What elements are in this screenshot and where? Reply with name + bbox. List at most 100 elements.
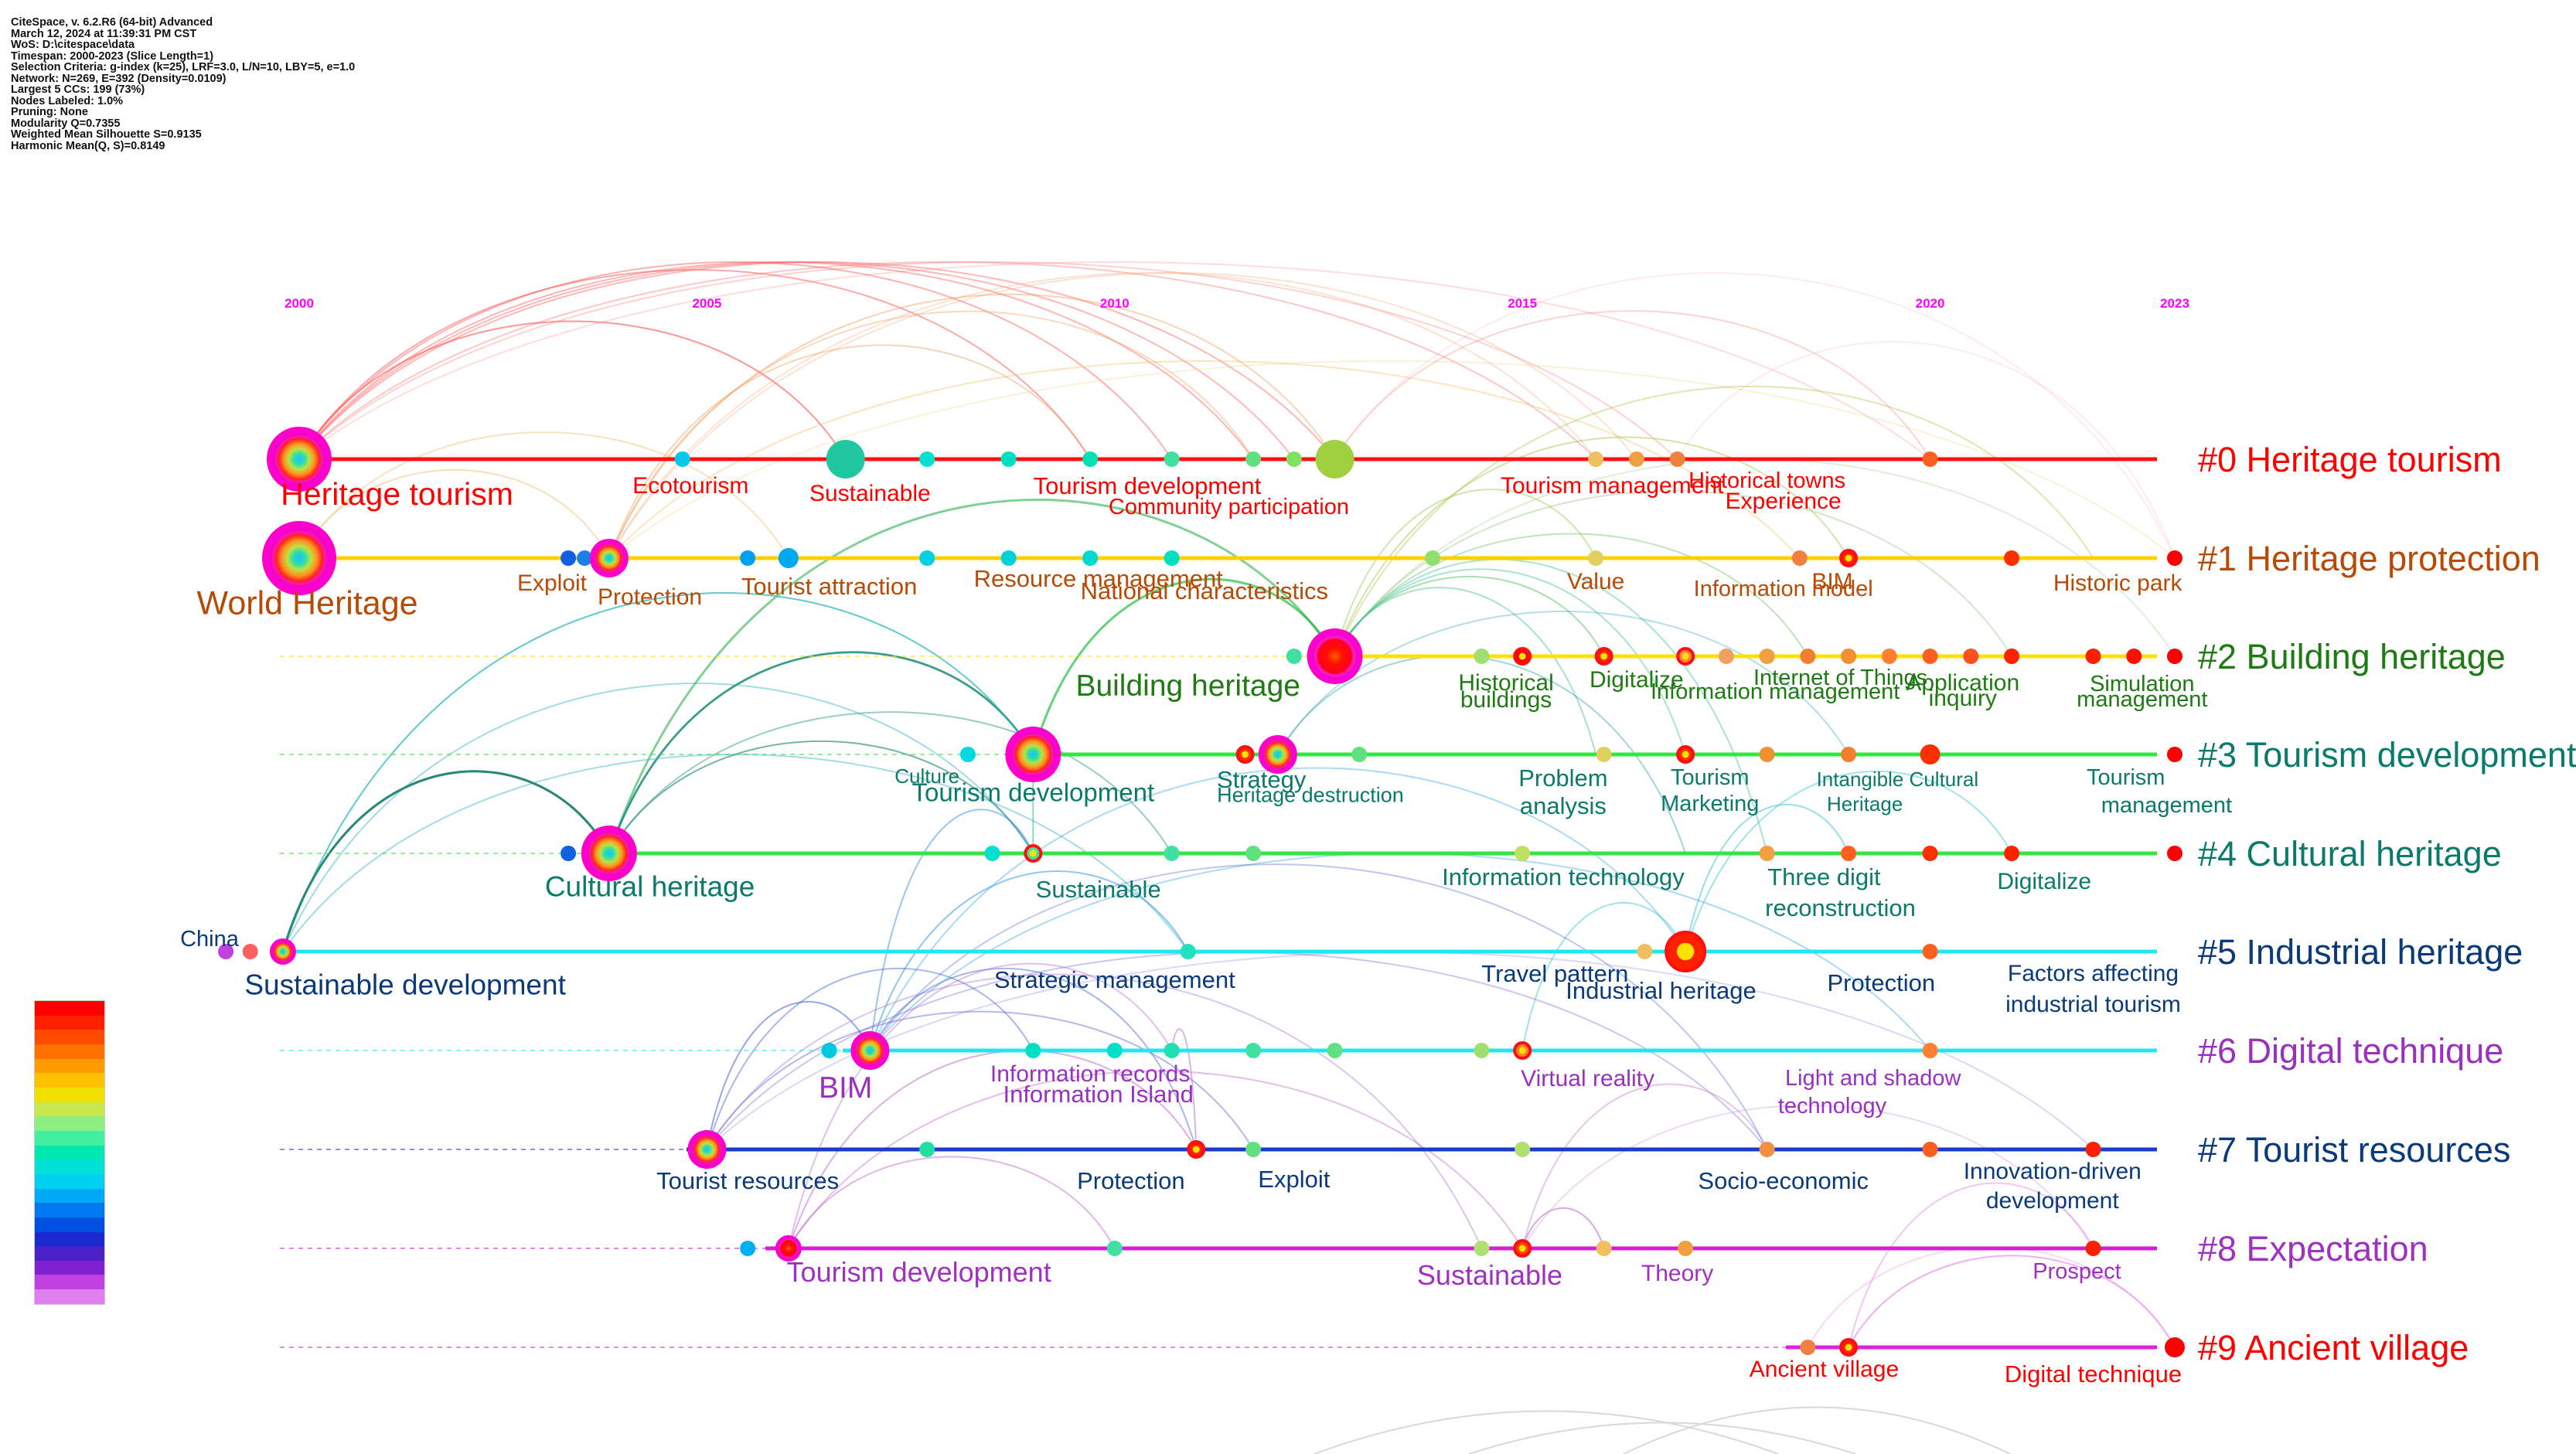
keyword-node[interactable] — [1759, 1142, 1775, 1157]
keyword-node[interactable] — [2126, 649, 2142, 664]
node-label: Light and shadow — [1785, 1066, 1961, 1091]
cluster-label: #4 Cultural heritage — [2198, 834, 2502, 873]
keyword-node[interactable] — [269, 528, 329, 588]
keyword-node[interactable] — [1841, 649, 1857, 664]
keyword-node[interactable] — [1515, 846, 1531, 861]
keyword-node[interactable] — [1351, 747, 1368, 762]
keyword-node[interactable] — [1164, 451, 1180, 467]
keyword-node[interactable] — [2085, 649, 2101, 664]
keyword-node[interactable] — [1000, 451, 1017, 467]
keyword-node[interactable] — [2004, 649, 2020, 664]
keyword-node[interactable] — [2004, 846, 2020, 861]
keyword-node[interactable] — [1106, 1241, 1123, 1256]
keyword-node[interactable] — [587, 831, 632, 876]
keyword-node[interactable] — [1678, 1241, 1694, 1256]
keyword-node[interactable] — [740, 1241, 756, 1256]
keyword-node[interactable] — [1245, 846, 1262, 861]
keyword-node[interactable] — [1841, 747, 1857, 762]
keyword-node[interactable] — [577, 550, 593, 566]
keyword-node[interactable] — [1164, 550, 1180, 566]
keyword-node[interactable] — [1010, 732, 1056, 777]
keyword-node[interactable] — [821, 1043, 837, 1058]
keyword-node[interactable] — [1881, 649, 1897, 664]
keyword-node[interactable] — [1596, 747, 1612, 762]
keyword-node[interactable] — [273, 433, 325, 485]
keyword-node[interactable] — [1588, 451, 1604, 467]
keyword-node[interactable] — [1922, 649, 1938, 664]
keyword-node[interactable] — [1025, 1043, 1041, 1058]
keyword-node[interactable] — [1327, 1043, 1343, 1058]
keyword-node[interactable] — [1922, 451, 1938, 467]
keyword-node[interactable] — [593, 543, 625, 574]
keyword-node[interactable] — [1164, 846, 1180, 861]
keyword-node[interactable] — [1637, 944, 1653, 959]
keyword-node[interactable] — [1474, 649, 1490, 664]
keyword-node[interactable] — [1312, 634, 1358, 679]
keyword-node[interactable] — [1920, 744, 1941, 764]
keyword-node[interactable] — [1596, 1241, 1612, 1256]
keyword-node[interactable] — [1922, 1043, 1938, 1058]
link-arc — [706, 1000, 871, 1150]
keyword-node[interactable] — [1245, 1043, 1262, 1058]
keyword-node[interactable] — [1800, 1340, 1816, 1355]
keyword-node[interactable] — [1759, 846, 1775, 861]
keyword-node[interactable] — [1628, 451, 1644, 467]
keyword-node[interactable] — [1425, 550, 1441, 566]
keyword-node[interactable] — [1106, 1043, 1123, 1058]
keyword-node[interactable] — [1588, 550, 1604, 566]
keyword-node[interactable] — [1718, 649, 1734, 664]
keyword-node[interactable] — [1286, 649, 1302, 664]
keyword-node[interactable] — [1082, 451, 1099, 467]
keyword-node[interactable] — [826, 440, 865, 478]
keyword-node[interactable] — [1759, 747, 1775, 762]
keyword-node[interactable] — [1922, 1142, 1938, 1157]
keyword-node[interactable] — [1759, 649, 1775, 664]
keyword-node[interactable] — [1474, 1043, 1490, 1058]
keyword-node[interactable] — [740, 550, 756, 566]
keyword-node[interactable] — [1791, 550, 1808, 566]
keyword-node[interactable] — [1245, 451, 1262, 467]
keyword-node[interactable] — [561, 846, 577, 861]
keyword-node[interactable] — [2165, 1337, 2185, 1357]
keyword-node[interactable] — [919, 550, 935, 566]
keyword-node[interactable] — [919, 451, 935, 467]
keyword-node[interactable] — [919, 1142, 935, 1157]
keyword-node[interactable] — [1245, 1142, 1262, 1157]
keyword-node[interactable] — [691, 1134, 723, 1165]
keyword-node[interactable] — [2167, 550, 2182, 566]
keyword-node[interactable] — [1669, 451, 1685, 467]
node-label: Virtual reality — [1521, 1066, 1654, 1091]
keyword-node[interactable] — [2167, 747, 2182, 762]
keyword-node[interactable] — [1286, 451, 1302, 467]
keyword-node[interactable] — [2004, 550, 2020, 566]
keyword-node[interactable] — [2085, 1241, 2101, 1256]
keyword-node[interactable] — [1515, 1142, 1531, 1157]
link-arc — [1848, 1255, 2176, 1348]
keyword-node[interactable] — [854, 1035, 886, 1066]
keyword-node[interactable] — [778, 1238, 799, 1259]
keyword-node[interactable] — [561, 550, 577, 566]
keyword-node[interactable] — [984, 846, 1000, 861]
node-label: inquiry — [1929, 686, 1997, 711]
keyword-node[interactable] — [1922, 846, 1938, 861]
keyword-node[interactable] — [1082, 550, 1099, 566]
keyword-node[interactable] — [778, 548, 799, 568]
keyword-node[interactable] — [1180, 944, 1196, 959]
keyword-node[interactable] — [1315, 440, 1354, 478]
keyword-node[interactable] — [218, 944, 234, 959]
keyword-node[interactable] — [2167, 649, 2182, 664]
keyword-node[interactable] — [242, 944, 258, 959]
keyword-node[interactable] — [1800, 649, 1816, 664]
keyword-node[interactable] — [272, 941, 294, 962]
keyword-node[interactable] — [1262, 739, 1293, 770]
keyword-node[interactable] — [1474, 1241, 1490, 1256]
keyword-node[interactable] — [1000, 550, 1017, 566]
keyword-node[interactable] — [1922, 944, 1938, 959]
keyword-node[interactable] — [2167, 846, 2182, 861]
keyword-node[interactable] — [2085, 1142, 2101, 1157]
keyword-node[interactable] — [674, 451, 690, 467]
keyword-node[interactable] — [1841, 846, 1857, 861]
keyword-node[interactable] — [1963, 649, 1979, 664]
keyword-node[interactable] — [959, 747, 976, 762]
keyword-node[interactable] — [1164, 1043, 1180, 1058]
